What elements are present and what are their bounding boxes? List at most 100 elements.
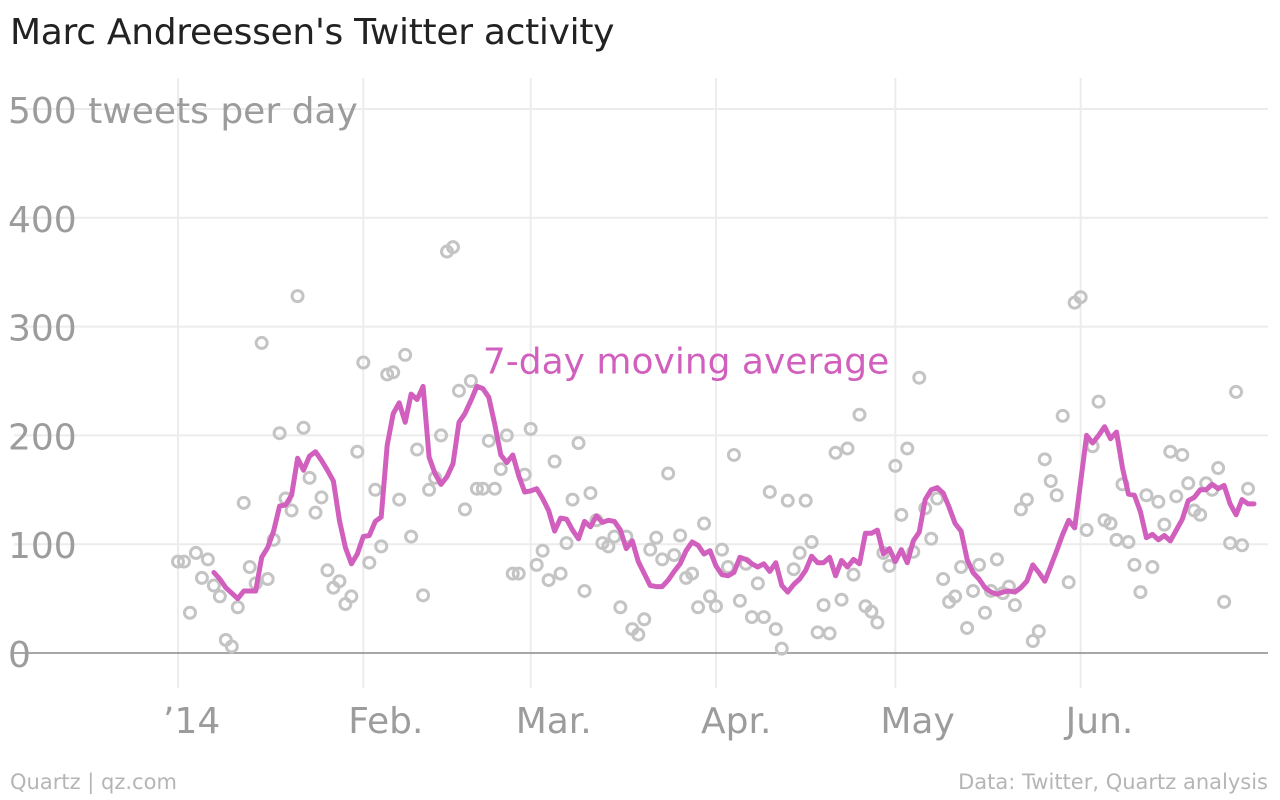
moving-average-line — [211, 383, 1257, 602]
daily-tweets-point — [900, 441, 915, 456]
daily-tweets-point — [236, 495, 251, 510]
daily-tweets-point — [786, 562, 801, 577]
daily-tweets-point — [732, 593, 747, 608]
daily-tweets-point — [368, 482, 383, 497]
daily-tweets-point — [398, 347, 413, 362]
daily-tweets-point — [888, 458, 903, 473]
daily-tweets-point — [852, 407, 867, 422]
daily-tweets-point — [828, 445, 843, 460]
daily-tweets-point — [1055, 408, 1070, 423]
daily-tweets-point — [810, 625, 825, 640]
daily-tweets-point — [1211, 461, 1226, 476]
x-tick-label: May — [880, 701, 954, 742]
daily-tweets-point — [726, 447, 741, 462]
daily-tweets-point — [362, 555, 377, 570]
x-tick-label: ’14 — [163, 701, 220, 742]
daily-tweets-point — [1037, 452, 1052, 467]
daily-tweets-point — [571, 436, 586, 451]
daily-tweets-point — [1223, 536, 1238, 551]
daily-tweets-point — [493, 462, 508, 477]
daily-tweets-point — [1091, 394, 1106, 409]
daily-tweets-point — [1103, 516, 1118, 531]
daily-tweets-point — [350, 444, 365, 459]
daily-tweets-point — [296, 420, 311, 435]
daily-tweets-point — [960, 620, 975, 635]
daily-tweets-point — [469, 481, 484, 496]
daily-tweets-point — [171, 554, 185, 569]
daily-tweets-point — [972, 557, 987, 572]
daily-tweets-point — [930, 491, 945, 506]
daily-tweets-point — [978, 605, 992, 620]
daily-tweets-point — [631, 627, 646, 642]
daily-tweets-point — [1031, 624, 1046, 639]
daily-tweets-point — [846, 567, 861, 582]
daily-tweets-point — [768, 622, 783, 637]
daily-tweets-point — [541, 573, 556, 588]
daily-tweets-point — [188, 545, 203, 560]
daily-tweets-point — [703, 589, 718, 604]
daily-tweets-point — [206, 578, 221, 593]
daily-tweets-point — [912, 370, 927, 385]
daily-tweets-point — [284, 503, 299, 518]
daily-tweets-point — [308, 505, 323, 520]
daily-tweets-point — [1043, 474, 1058, 489]
daily-tweets-point — [1241, 481, 1256, 496]
daily-tweets-point — [1079, 523, 1094, 538]
daily-tweets-point — [290, 289, 305, 304]
daily-tweets-point — [780, 493, 795, 508]
daily-tweets-point — [798, 493, 813, 508]
y-tick-label: 200 — [8, 417, 77, 458]
daily-tweets-point — [404, 529, 419, 544]
daily-tweets-point — [212, 589, 227, 604]
daily-tweets-point — [1163, 444, 1178, 459]
daily-tweets-point — [374, 539, 389, 554]
daily-tweets-point — [1235, 538, 1250, 553]
daily-tweets-point — [1175, 447, 1190, 462]
daily-tweets-point — [1061, 575, 1076, 590]
daily-tweets-point — [924, 531, 939, 546]
daily-tweets-point — [547, 454, 562, 469]
daily-tweets-point — [601, 539, 616, 554]
daily-tweets-point — [230, 600, 245, 615]
daily-tweets-point — [948, 589, 963, 604]
daily-tweets-point — [224, 639, 239, 654]
daily-tweets-point — [1169, 489, 1184, 504]
daily-tweets-point — [344, 589, 359, 604]
daily-tweets-point — [1127, 557, 1142, 572]
daily-tweets-point — [1217, 594, 1232, 609]
daily-tweets-point — [714, 542, 729, 557]
daily-tweets-point — [762, 484, 777, 499]
daily-tweets-point — [954, 560, 969, 575]
daily-tweets-point — [1181, 476, 1196, 491]
daily-tweets-point — [535, 543, 550, 558]
daily-tweets-point — [356, 355, 371, 370]
daily-tweets-point — [194, 570, 209, 585]
daily-tweets-point — [457, 502, 472, 517]
y-tick-label: 0 — [8, 635, 31, 676]
daily-tweets-point — [314, 490, 329, 505]
daily-tweets-point — [487, 481, 502, 496]
daily-tweets-point — [822, 626, 837, 641]
data-source: Data: Twitter, Quartz analysis — [958, 770, 1268, 794]
daily-tweets-point — [1193, 507, 1208, 522]
daily-tweets-point — [750, 576, 765, 591]
daily-tweets-point — [744, 610, 759, 625]
daily-tweets-point — [667, 548, 682, 563]
daily-tweets-point — [649, 530, 664, 545]
daily-tweets-point — [332, 574, 347, 589]
daily-tweets-point — [410, 442, 425, 457]
source-credit: Quartz | qz.com — [10, 770, 177, 794]
daily-tweets-point — [989, 552, 1004, 567]
daily-tweets-point — [577, 583, 592, 598]
daily-tweets-point — [553, 566, 568, 581]
y-tick-label: 300 — [8, 309, 77, 350]
daily-tweets-point — [1157, 517, 1172, 532]
daily-tweets-point — [816, 598, 831, 613]
x-tick-label: Jun. — [1064, 701, 1134, 742]
y-tick-label: 400 — [8, 200, 77, 241]
daily-tweets-point — [655, 552, 670, 567]
daily-tweets-point — [1151, 494, 1166, 509]
daily-tweets-point — [200, 552, 215, 567]
daily-tweets-point — [661, 466, 676, 481]
daily-tweets-point — [559, 536, 574, 551]
